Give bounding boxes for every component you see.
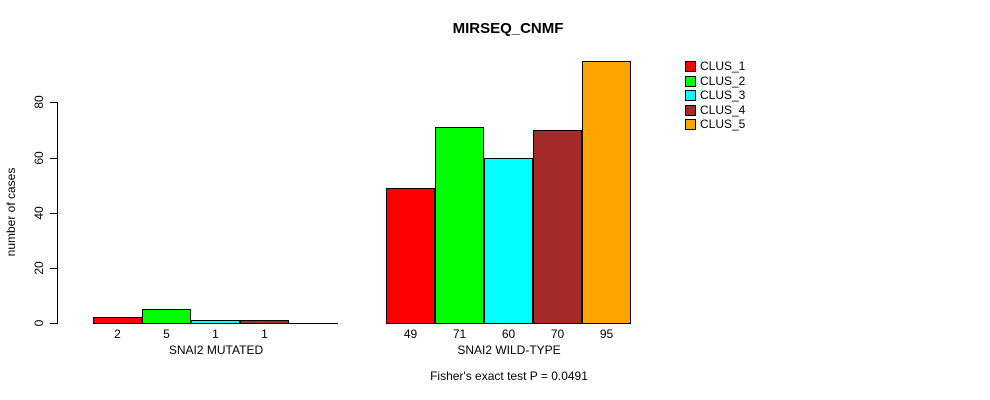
y-tick-label: 40 bbox=[32, 206, 46, 220]
y-tick-mark bbox=[50, 102, 57, 104]
legend-swatch-clus_4 bbox=[685, 104, 696, 116]
y-tick-label: 80 bbox=[32, 95, 46, 110]
legend-item-label: CLUS_1 bbox=[700, 59, 746, 73]
bar-snai2-wild-type-clus_5 bbox=[582, 61, 631, 324]
bar-value-label: 5 bbox=[163, 327, 170, 341]
bar-value-label: 60 bbox=[501, 327, 516, 341]
group-label-mutated: SNAI2 MUTATED bbox=[168, 343, 264, 357]
y-tick-label: 20 bbox=[32, 261, 46, 275]
legend-item-label: CLUS_2 bbox=[700, 73, 746, 88]
bar-snai2-wild-type-clus_1 bbox=[386, 188, 435, 324]
bar-value-label: 49 bbox=[403, 327, 418, 341]
legend-swatch-clus_2 bbox=[685, 75, 696, 87]
bar-value-label: 70 bbox=[550, 327, 565, 341]
bar-value-label: 1 bbox=[261, 327, 268, 341]
bar-snai2-mutated-clus_1 bbox=[93, 317, 142, 324]
bar-snai2-wild-type-clus_3 bbox=[484, 158, 533, 324]
legend-item-label: CLUS_5 bbox=[700, 117, 746, 132]
bar-value-label: 1 bbox=[212, 327, 219, 341]
y-tick-label: 60 bbox=[32, 150, 46, 165]
legend-swatch-clus_1 bbox=[685, 61, 696, 72]
bar-snai2-mutated-clus_4 bbox=[240, 320, 289, 324]
bar-value-label: 71 bbox=[452, 327, 467, 341]
y-tick-mark bbox=[50, 323, 57, 324]
bar-snai2-mutated-clus_2 bbox=[142, 309, 191, 324]
bar-snai2-mutated-clus_5 bbox=[289, 323, 338, 324]
legend-swatch-clus_3 bbox=[685, 90, 696, 102]
y-axis-line bbox=[57, 102, 58, 324]
bar-snai2-mutated-clus_3 bbox=[191, 320, 240, 324]
legend-item-label: CLUS_3 bbox=[700, 88, 746, 103]
chart-title: MIRSEQ_CNMF bbox=[452, 20, 564, 37]
bar-snai2-wild-type-clus_2 bbox=[435, 127, 484, 324]
group-label-wildtype: SNAI2 WILD-TYPE bbox=[457, 343, 561, 357]
bar-value-label: 95 bbox=[599, 327, 614, 341]
legend-item-label: CLUS_4 bbox=[700, 102, 746, 117]
bar-snai2-wild-type-clus_4 bbox=[533, 130, 582, 324]
y-axis-label: number of cases bbox=[4, 167, 18, 257]
y-tick-label: 0 bbox=[32, 319, 46, 327]
y-tick-mark bbox=[50, 212, 57, 214]
bar-value-label: 2 bbox=[114, 327, 121, 341]
legend-swatch-clus_5 bbox=[685, 119, 696, 131]
y-tick-mark bbox=[50, 157, 57, 159]
fisher-test-note: Fisher's exact test P = 0.0491 bbox=[430, 369, 588, 383]
y-tick-mark bbox=[50, 267, 57, 269]
